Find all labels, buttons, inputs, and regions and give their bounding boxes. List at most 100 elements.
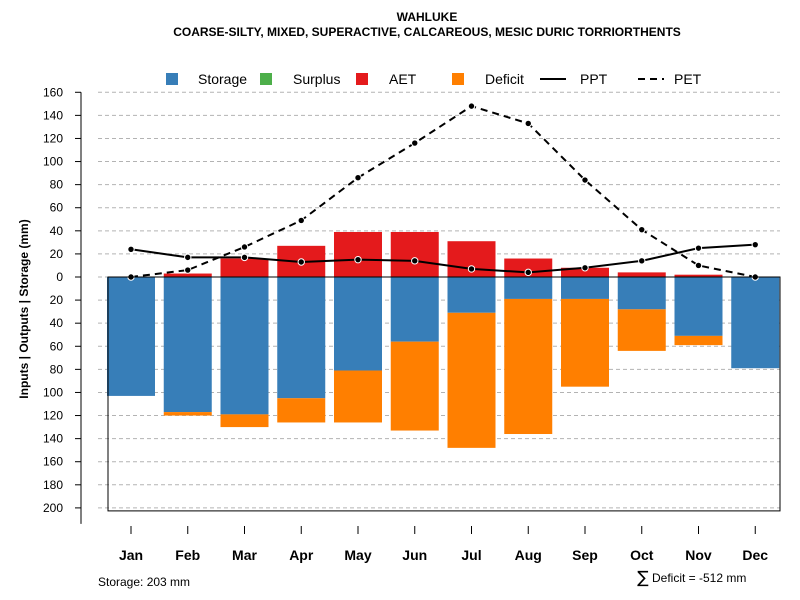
deficit-bar: [561, 298, 609, 387]
storage-note: Storage: 203 mm: [98, 575, 190, 589]
aet-bar: [561, 267, 609, 277]
storage-bar: [731, 277, 780, 369]
aet-bar: [674, 274, 723, 277]
pet-point: [638, 225, 646, 234]
chart-subtitle: COARSE-SILTY, MIXED, SUPERACTIVE, CALCAR…: [173, 25, 681, 39]
pet-point: [581, 176, 589, 184]
storage-bar: [277, 277, 326, 399]
chart-title: WAHLUKE: [397, 10, 458, 24]
storage-bar: [390, 277, 439, 342]
y-tick-label: 80: [50, 178, 64, 192]
legend-swatch-aet: [356, 73, 368, 85]
pet-point: [184, 266, 192, 274]
deficit-bar: [220, 414, 269, 428]
pet-point: [411, 139, 419, 147]
x-tick-label: Feb: [175, 547, 200, 563]
legend-label-storage: Storage: [198, 71, 247, 87]
storage-bar: [107, 277, 155, 396]
x-tick-label: Mar: [232, 547, 257, 563]
deficit-note: Deficit = -512 mm: [652, 571, 746, 585]
y-tick-label: 120: [43, 131, 63, 145]
y-tick-label: 180: [43, 478, 63, 492]
deficit-bar: [447, 312, 496, 448]
deficit-bar: [334, 370, 382, 423]
ppt-point: [581, 264, 589, 272]
storage-bar: [447, 277, 496, 313]
x-tick-label: Jun: [402, 547, 427, 563]
deficit-bar: [163, 412, 212, 416]
legend-label-deficit: Deficit: [485, 71, 524, 87]
y-tick-label: 60: [50, 339, 64, 353]
aet-bar: [390, 231, 439, 277]
y-tick-label: 80: [50, 362, 64, 376]
y-tick-label: 0: [56, 270, 63, 284]
x-tick-label: Jan: [119, 547, 143, 563]
y-tick-label: 160: [43, 455, 63, 469]
axes: 1601401201008060402002040608010012014016…: [43, 85, 781, 563]
sum-symbol: ∑: [637, 568, 649, 588]
storage-bar: [504, 277, 553, 299]
y-tick-label: 140: [43, 432, 63, 446]
deficit-bar: [617, 309, 666, 351]
aet-bar: [220, 258, 269, 277]
legend-label-ppt: PPT: [580, 71, 608, 87]
y-tick-label: 100: [43, 385, 63, 399]
storage-bar: [674, 277, 723, 336]
legend-swatch-deficit: [452, 73, 464, 85]
y-tick-label: 40: [50, 316, 64, 330]
ppt-point: [297, 258, 305, 266]
deficit-bar: [390, 341, 439, 431]
legend-swatch-storage: [166, 73, 178, 85]
y-tick-label: 60: [50, 201, 64, 215]
y-tick-label: 20: [50, 293, 64, 307]
y-tick-label: 120: [43, 409, 63, 423]
x-tick-label: May: [344, 547, 371, 563]
y-axis-label: Inputs | Outputs | Storage (mm): [17, 219, 31, 398]
storage-bar: [561, 277, 609, 299]
x-tick-label: Jul: [461, 547, 481, 563]
x-tick-label: Oct: [630, 547, 654, 563]
x-tick-label: Aug: [515, 547, 542, 563]
y-tick-label: 40: [50, 224, 64, 238]
storage-bar: [334, 277, 382, 371]
deficit-bar: [504, 298, 553, 435]
legend-label-surplus: Surplus: [293, 71, 340, 87]
legend: Storage Surplus AET Deficit PPT PET: [166, 71, 702, 87]
y-tick-label: 100: [43, 155, 63, 169]
aet-bar: [334, 231, 382, 277]
deficit-bar: [674, 335, 723, 346]
ppt-point: [184, 253, 192, 262]
legend-label-aet: AET: [389, 71, 417, 87]
storage-bar: [220, 277, 269, 415]
ppt-point: [411, 257, 419, 265]
pet-point: [354, 174, 362, 182]
y-tick-label: 20: [50, 247, 64, 261]
legend-swatch-surplus: [260, 73, 272, 85]
pet-point: [694, 261, 703, 270]
ppt-point: [751, 240, 759, 249]
aet-bar: [617, 272, 666, 277]
x-tick-label: Apr: [289, 547, 314, 563]
ppt-point: [467, 265, 476, 273]
y-tick-label: 160: [43, 85, 63, 99]
ppt-point: [354, 255, 362, 264]
x-tick-label: Dec: [742, 547, 768, 563]
ppt-point: [127, 245, 135, 253]
pet-line: [130, 105, 756, 278]
legend-label-pet: PET: [674, 71, 702, 87]
bars: [107, 231, 780, 448]
y-tick-label: 200: [43, 501, 63, 515]
ppt-point: [240, 253, 249, 262]
ppt-point: [638, 257, 646, 265]
aet-bar: [163, 273, 212, 277]
lines: [127, 102, 759, 281]
pet-point: [240, 243, 249, 251]
y-tick-label: 140: [43, 108, 63, 122]
x-tick-label: Nov: [685, 547, 712, 563]
pet-point: [467, 102, 476, 110]
deficit-bar: [277, 398, 326, 423]
storage-bar: [163, 277, 212, 413]
x-tick-label: Sep: [572, 547, 598, 563]
pet-point: [524, 119, 532, 128]
